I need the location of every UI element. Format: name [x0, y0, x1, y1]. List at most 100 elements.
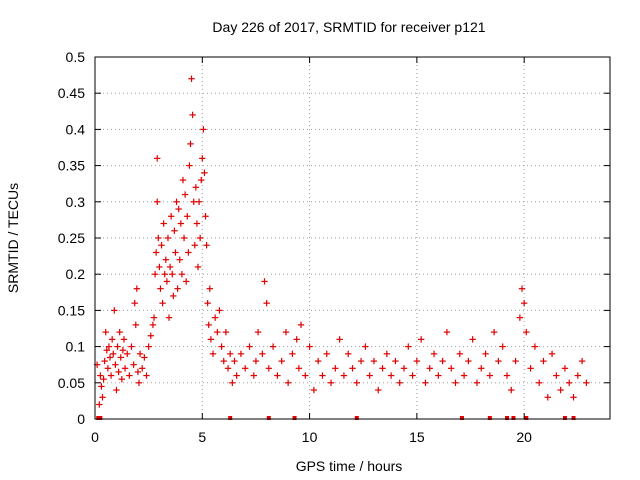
data-point — [214, 328, 221, 336]
data-point — [540, 357, 547, 365]
data-point — [182, 278, 190, 285]
data-point — [123, 350, 131, 358]
data-point — [179, 176, 187, 184]
data-point — [117, 354, 124, 361]
data-point — [379, 365, 386, 372]
data-point — [259, 350, 266, 358]
axis-marker — [96, 416, 101, 420]
data-point — [202, 213, 209, 220]
x-axis-label: GPS time / hours — [296, 458, 403, 474]
data-point — [103, 347, 111, 354]
axis-marker — [524, 416, 529, 420]
data-point — [274, 372, 281, 379]
data-point — [349, 365, 356, 372]
data-point — [206, 285, 214, 292]
data-point — [413, 357, 421, 365]
data-point — [250, 372, 257, 379]
y-tick-label: 0 — [77, 411, 85, 427]
data-point — [443, 328, 451, 336]
data-point — [136, 350, 144, 358]
data-point — [170, 292, 177, 300]
data-point — [561, 365, 569, 372]
data-point — [132, 321, 139, 329]
data-point — [178, 271, 186, 278]
data-point — [211, 314, 219, 321]
y-tick-label: 0.25 — [58, 230, 85, 246]
data-point — [112, 361, 119, 368]
data-point — [102, 328, 109, 336]
data-point — [523, 328, 530, 336]
data-point — [252, 357, 260, 365]
data-point — [101, 357, 108, 365]
data-point — [113, 386, 120, 394]
data-point — [154, 155, 161, 162]
data-point — [196, 234, 204, 242]
data-point — [340, 372, 348, 379]
axis-marker — [505, 416, 509, 420]
y-tick-label: 0.05 — [58, 375, 85, 391]
data-point — [186, 162, 193, 169]
data-point — [302, 372, 309, 379]
y-tick-label: 0.4 — [66, 121, 86, 137]
data-point — [566, 379, 573, 386]
data-point — [162, 256, 170, 263]
data-point — [165, 314, 173, 321]
data-point — [108, 336, 116, 343]
data-point — [97, 372, 104, 379]
y-axis-ticks: 0 0.05 0.1 0.15 0.2 0.25 0.3 0.35 0.4 0.45 0.5 — [58, 49, 610, 427]
data-point — [226, 350, 234, 358]
data-point — [353, 379, 360, 386]
data-point — [439, 357, 446, 365]
axis-marker — [98, 416, 103, 420]
data-point — [154, 198, 161, 205]
data-point — [157, 285, 164, 292]
data-point — [106, 354, 114, 361]
data-point — [405, 343, 412, 350]
data-point — [194, 263, 202, 271]
data-point — [531, 343, 539, 350]
data-point — [327, 379, 335, 386]
x-tick-label: 15 — [409, 429, 425, 445]
data-point — [392, 357, 399, 365]
data-point — [345, 350, 352, 358]
data-point — [199, 155, 206, 162]
data-point — [176, 256, 183, 263]
data-point — [135, 379, 143, 386]
data-point — [306, 343, 313, 350]
x-tick-label: 20 — [516, 429, 532, 445]
data-point — [99, 394, 106, 401]
data-point — [387, 372, 395, 379]
data-point — [520, 299, 528, 307]
data-point — [435, 372, 442, 379]
data-point — [366, 372, 373, 379]
y-axis-label: SRMTID / TECUs — [5, 183, 21, 293]
plot-frame — [94, 56, 611, 420]
data-point — [297, 321, 305, 329]
data-point — [469, 336, 476, 343]
data-point — [265, 365, 273, 372]
data-point — [98, 383, 105, 390]
data-point — [118, 375, 126, 383]
data-point — [409, 372, 416, 379]
x-tick-label: 5 — [198, 429, 206, 445]
data-point — [175, 205, 182, 213]
data-point — [224, 365, 232, 372]
data-point — [147, 332, 154, 339]
data-point — [495, 357, 502, 365]
data-point — [174, 285, 181, 292]
data-point — [383, 350, 391, 358]
data-point — [188, 75, 195, 82]
data-point — [201, 169, 208, 177]
data-point — [209, 350, 217, 358]
data-point — [200, 126, 207, 133]
data-point — [110, 350, 117, 358]
data-point — [362, 343, 369, 350]
data-point — [164, 234, 172, 242]
y-tick-label: 0.45 — [58, 85, 85, 101]
data-point — [332, 365, 339, 372]
data-point — [119, 347, 127, 354]
data-point — [508, 386, 515, 394]
data-point — [486, 372, 494, 379]
data-point — [535, 379, 543, 386]
y-tick-label: 0.15 — [58, 302, 85, 318]
